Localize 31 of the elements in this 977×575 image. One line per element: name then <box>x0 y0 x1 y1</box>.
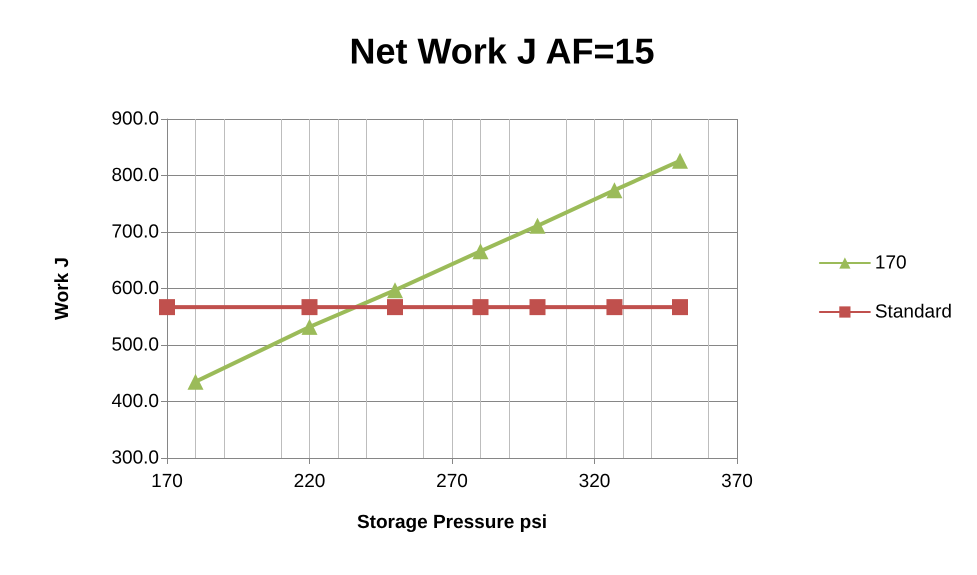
point <box>472 299 488 316</box>
x-tick-label: 270 <box>436 471 468 492</box>
point <box>302 318 318 335</box>
x-tick-label: 220 <box>294 471 326 492</box>
legend-label: Standard <box>874 302 952 322</box>
point <box>387 299 403 316</box>
point <box>188 374 204 390</box>
point <box>606 299 622 316</box>
point <box>606 182 622 198</box>
chart-title: Net Work J AF=15 <box>349 30 655 72</box>
legend-label: 170 <box>874 252 907 274</box>
point <box>472 243 488 260</box>
point <box>387 282 403 298</box>
point <box>672 152 688 169</box>
y-axis-title: Work J <box>52 256 73 320</box>
point <box>530 218 546 234</box>
x-tick-label: 170 <box>151 471 183 492</box>
point <box>672 299 688 316</box>
point <box>159 299 175 316</box>
y-tick-label: 500.0 <box>111 334 159 356</box>
y-tick-label: 700.0 <box>111 222 159 242</box>
x-tick-label: 370 <box>721 471 753 492</box>
y-tick-label: 600.0 <box>111 278 159 299</box>
point <box>302 299 318 316</box>
x-axis-title: Storage Pressure psi <box>356 512 548 533</box>
y-tick-label: 800.0 <box>111 165 159 186</box>
y-tick-label: 900.0 <box>111 108 159 130</box>
y-tick-label: 300.0 <box>111 448 159 468</box>
y-tick-label: 400.0 <box>111 391 159 412</box>
x-tick-label: 320 <box>578 471 610 492</box>
point <box>530 299 546 316</box>
